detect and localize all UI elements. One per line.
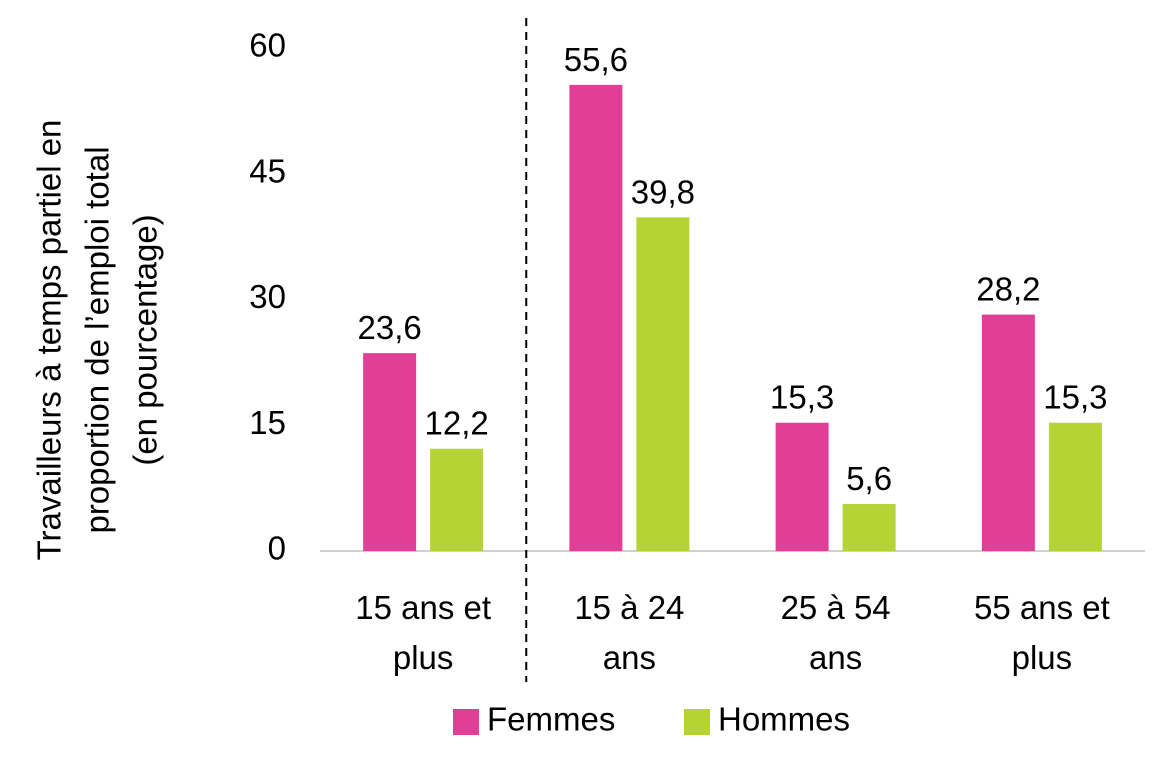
data-label: 39,8	[631, 173, 695, 210]
legend-swatch	[453, 709, 479, 735]
legend-item-femmes: Femmes	[453, 701, 615, 738]
category-label: 25 à 54 ans	[781, 589, 891, 676]
category-label: 55 ans et plus	[974, 589, 1110, 676]
x-axis-category-labels: 15 ans et plus 15 à 24 ans 25 à 54 ans 55 ans …	[355, 589, 1110, 676]
data-label: 15,3	[770, 379, 834, 416]
y-tick-label: 30	[249, 278, 286, 315]
category-label: 15 à 24 ans	[574, 589, 684, 676]
bar-hommes	[1048, 422, 1102, 551]
legend: Femmes Hommes	[453, 701, 850, 738]
y-tick-label: 0	[268, 530, 286, 567]
data-label: 28,2	[976, 271, 1040, 308]
y-tick-label: 15	[249, 404, 286, 441]
legend-label: Femmes	[487, 701, 615, 738]
data-label: 55,6	[564, 41, 628, 78]
y-axis-title: Travailleurs à temps partiel en proportio…	[31, 120, 164, 561]
data-label: 5,6	[846, 460, 892, 497]
legend-swatch	[684, 709, 710, 735]
bar-hommes	[842, 504, 896, 551]
legend-label: Hommes	[718, 701, 850, 738]
bar-femmes	[569, 84, 623, 552]
bar-hommes	[636, 217, 690, 552]
y-axis-title-line: proportion de l’emploi total	[79, 146, 116, 533]
y-axis-title-line: (en pourcentage)	[127, 214, 164, 465]
data-labels: 23,6 12,2 55,6 39,8 15,3 5,6 28,2 15,3	[358, 41, 1108, 497]
legend-item-hommes: Hommes	[684, 701, 850, 738]
data-label: 12,2	[425, 405, 489, 442]
y-tick-label: 45	[249, 152, 286, 189]
y-axis-title-line: Travailleurs à temps partiel en	[31, 120, 68, 561]
data-label: 23,6	[358, 309, 422, 346]
bar-femmes	[775, 422, 829, 551]
bar-hommes	[430, 448, 484, 551]
y-axis-ticks: 0 15 30 45 60	[249, 27, 286, 567]
bar-femmes	[981, 314, 1035, 551]
data-label: 15,3	[1043, 379, 1107, 416]
bars	[363, 84, 1102, 552]
y-tick-label: 60	[249, 27, 286, 64]
bar-femmes	[363, 353, 417, 551]
category-label: 15 ans et plus	[355, 589, 491, 676]
